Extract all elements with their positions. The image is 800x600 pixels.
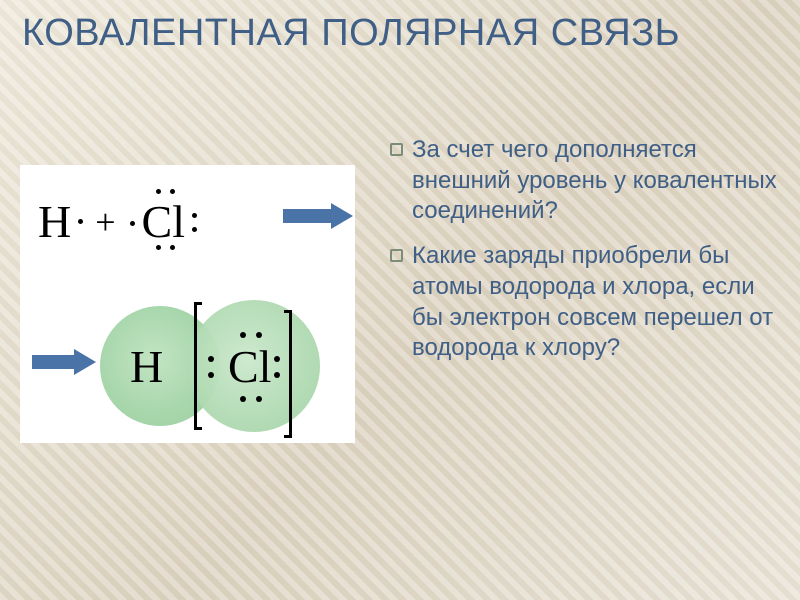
bullet-text: За счет чего дополняется внешний уровень… (390, 135, 778, 378)
bullet-item: Какие заряды приобрели бы атомы водорода… (390, 241, 778, 364)
orbital-overlap: H Cl (100, 300, 330, 432)
bond-diagram: H + Cl (20, 165, 355, 443)
bullet-text-1: За счет чего дополняется внешний уровень… (412, 136, 777, 224)
diagram-container: H + Cl (20, 165, 355, 443)
electron-dot (208, 372, 214, 378)
plus-sign: + (95, 201, 115, 243)
overlap-h-label: H (130, 340, 163, 393)
bullet-text-2: Какие заряды приобрели бы атомы водорода… (412, 242, 773, 361)
electron-dot (274, 356, 280, 362)
slide-title: КОВАЛЕНТНАЯ ПОЛЯРНАЯ СВЯЗЬ (22, 14, 780, 54)
h-label: H (38, 196, 71, 247)
lewis-formula: H + Cl (38, 195, 185, 248)
electron-dot (256, 332, 262, 338)
electron-dot (192, 213, 197, 218)
cl-label: Cl (142, 196, 185, 247)
electron-dot (208, 356, 214, 362)
arrow-icon (32, 355, 78, 369)
atom-cl-symbol: Cl (142, 195, 185, 248)
electron-dot (130, 221, 135, 226)
electron-dot (274, 372, 280, 378)
bullet-item: За счет чего дополняется внешний уровень… (390, 135, 778, 227)
electron-dot (156, 189, 161, 194)
electron-dot (240, 396, 246, 402)
electron-dot (240, 332, 246, 338)
bracket-left (194, 302, 202, 430)
electron-dot (170, 189, 175, 194)
overlap-cl-label: Cl (228, 340, 271, 393)
electron-dot (192, 227, 197, 232)
bullet-list: За счет чего дополняется внешний уровень… (390, 135, 778, 364)
bracket-right (284, 310, 292, 438)
atom-h-symbol: H (38, 195, 71, 248)
content-area: H + Cl (0, 125, 800, 600)
electron-dot (256, 396, 262, 402)
electron-dot (156, 245, 161, 250)
arrow-icon (283, 209, 335, 223)
electron-dot (170, 245, 175, 250)
electron-dot (78, 219, 83, 224)
